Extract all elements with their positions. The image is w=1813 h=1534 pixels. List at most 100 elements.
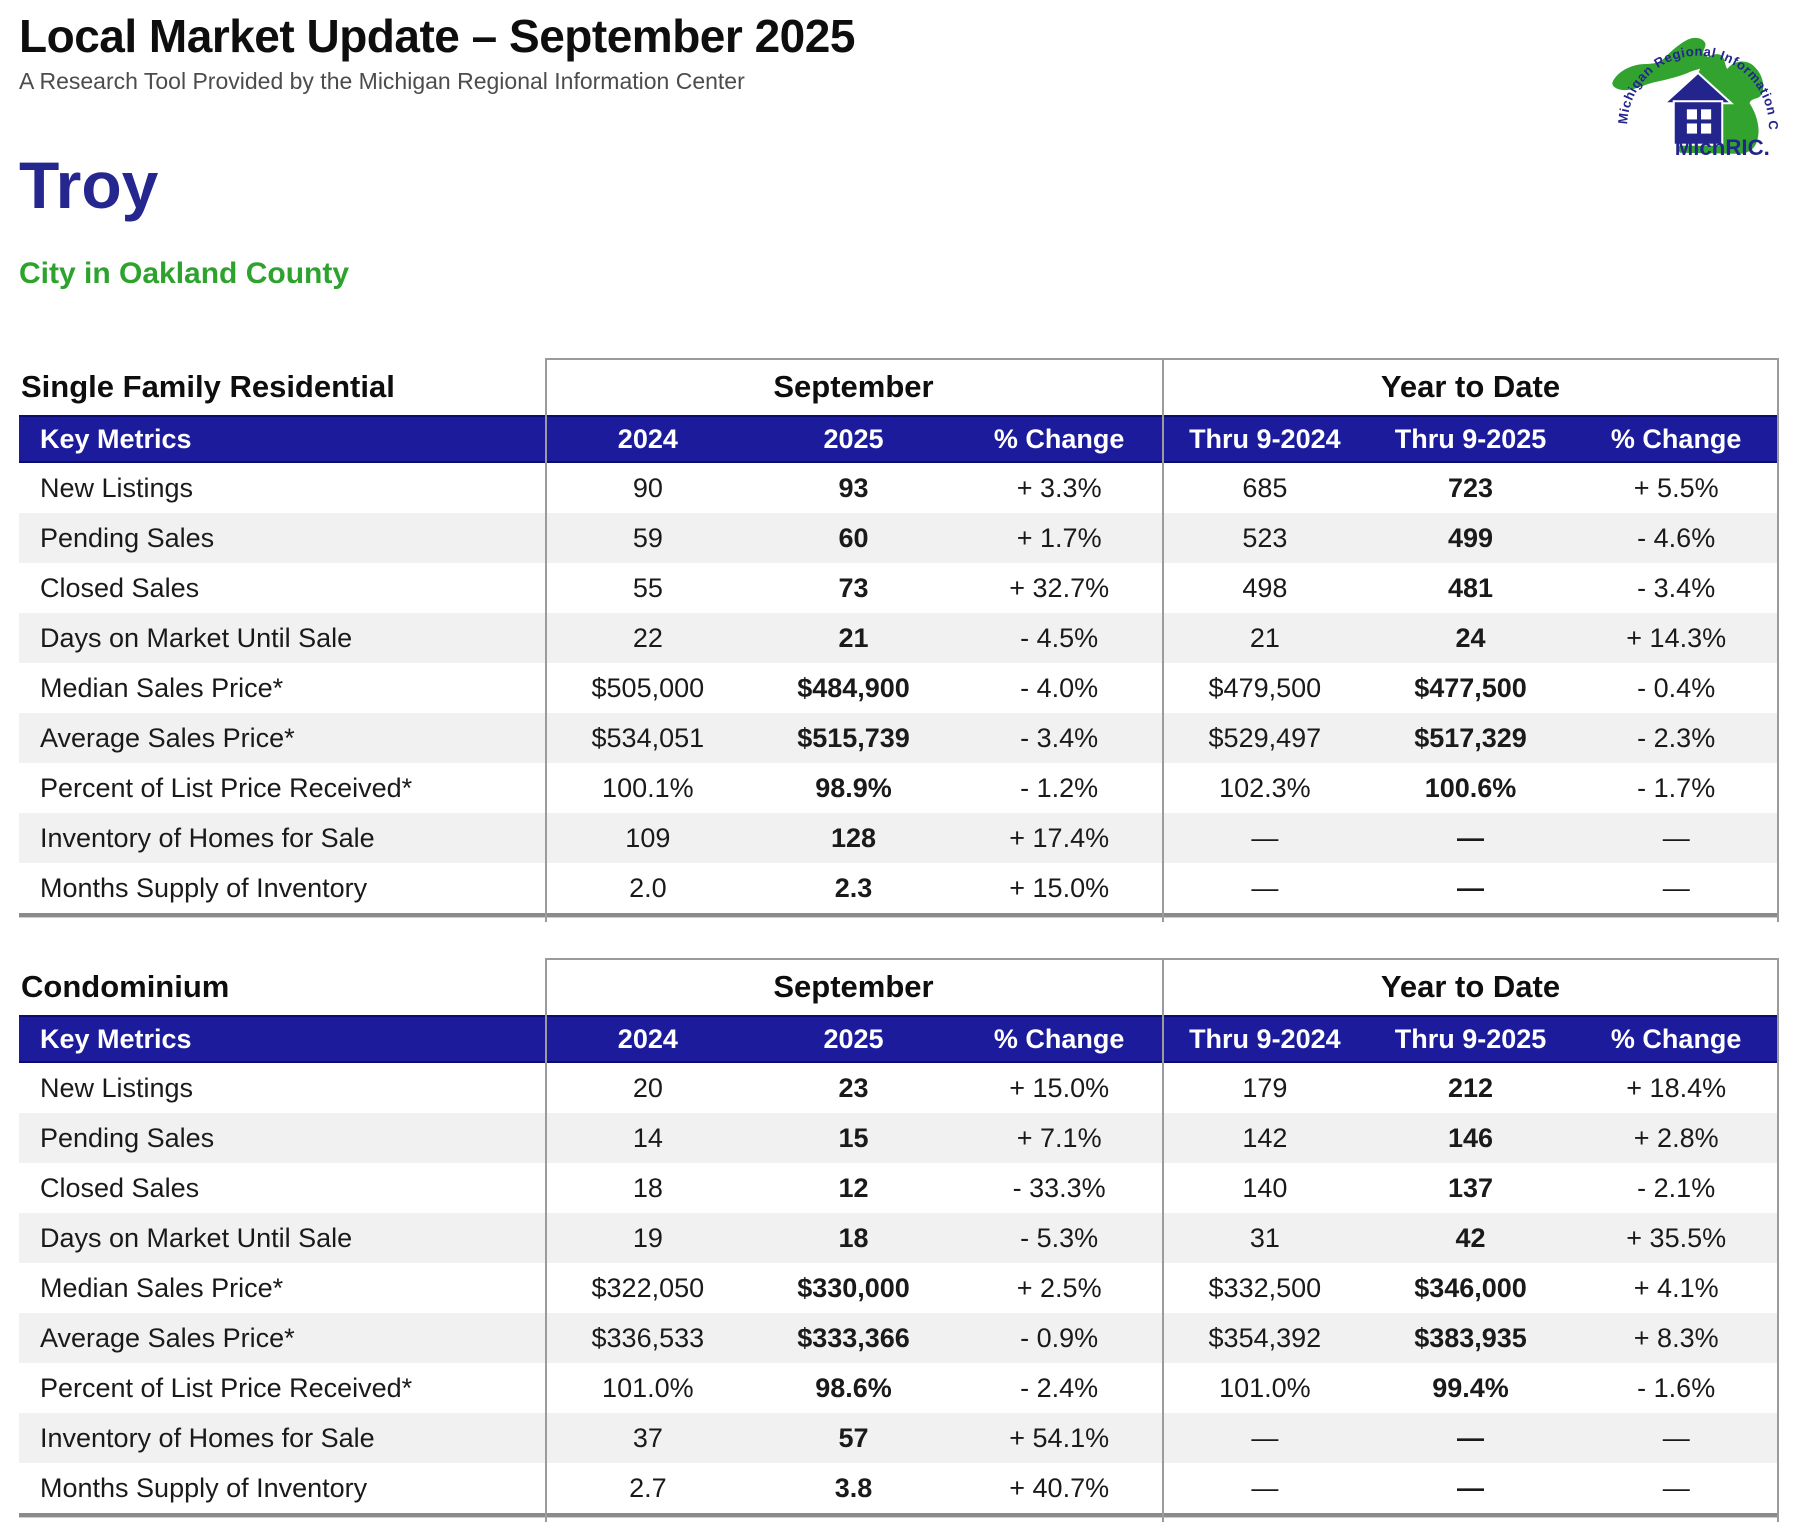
table-row: Median Sales Price* $322,050 $330,000 + … (19, 1263, 1779, 1313)
value-sep-2024: $336,533 (591, 1322, 705, 1353)
metric-label: Pending Sales (40, 522, 215, 553)
value-sep-change: - 3.4% (1020, 722, 1099, 753)
value-sep-change: + 15.0% (1009, 872, 1110, 903)
value-ytd-2024: — (1251, 872, 1279, 903)
value-sep-2024: 2.0 (629, 872, 667, 903)
metric-label: New Listings (40, 472, 194, 503)
value-sep-2024: $505,000 (591, 672, 705, 703)
table-row: Median Sales Price* $505,000 $484,900 - … (19, 663, 1779, 713)
table-row: Inventory of Homes for Sale 109 128 + 17… (19, 813, 1779, 863)
value-ytd-2024: — (1251, 822, 1279, 853)
table-row: Average Sales Price* $336,533 $333,366 -… (19, 1313, 1779, 1363)
table-row: Percent of List Price Received* 100.1% 9… (19, 763, 1779, 813)
table-row: Days on Market Until Sale 22 21 - 4.5% 2… (19, 613, 1779, 663)
table-divider (1162, 958, 1164, 1522)
table-divider (545, 358, 547, 922)
metric-label: Months Supply of Inventory (40, 872, 368, 903)
metric-label: Median Sales Price* (40, 1272, 284, 1303)
value-ytd-change: + 35.5% (1626, 1222, 1727, 1253)
value-ytd-2025: 42 (1455, 1222, 1486, 1253)
group-september: September (773, 368, 934, 404)
value-sep-change: + 17.4% (1009, 822, 1110, 853)
value-sep-change: - 4.0% (1020, 672, 1099, 703)
value-sep-change: + 7.1% (1016, 1122, 1102, 1153)
value-ytd-change: — (1662, 1472, 1690, 1503)
value-sep-2025: 93 (838, 472, 869, 503)
group-year-to-date: Year to Date (1380, 968, 1561, 1004)
michigan-upper-peninsula-shape (1612, 37, 1711, 91)
value-sep-2024: 2.7 (629, 1472, 667, 1503)
value-ytd-2024: 31 (1249, 1222, 1280, 1253)
value-sep-2025: 3.8 (834, 1472, 873, 1503)
group-header-row: Single Family Residential September Year… (19, 358, 1779, 415)
value-ytd-change: - 2.3% (1637, 722, 1716, 753)
value-ytd-2025: — (1457, 1472, 1485, 1503)
value-sep-2024: $322,050 (591, 1272, 705, 1303)
logo-brand-text: MichRIC. (1675, 135, 1770, 156)
table-row: Pending Sales 14 15 + 7.1% 142 146 + 2.8… (19, 1113, 1779, 1163)
metric-label: Median Sales Price* (40, 672, 284, 703)
report-header: Local Market Update – September 2025 A R… (19, 12, 855, 95)
location-name: Troy (19, 148, 159, 222)
metric-label: Closed Sales (40, 572, 200, 603)
table-divider (1162, 358, 1164, 922)
michric-logo: Michigan Regional Information Center Mic… (1607, 4, 1780, 156)
key-metrics-header: Key Metrics (40, 1023, 192, 1054)
metric-label: Inventory of Homes for Sale (40, 1422, 375, 1453)
value-sep-2024: 55 (632, 572, 663, 603)
value-ytd-2024: 179 (1242, 1072, 1288, 1103)
value-ytd-2025: 137 (1447, 1172, 1494, 1203)
value-ytd-2025: 212 (1447, 1072, 1494, 1103)
value-sep-2024: 59 (632, 522, 663, 553)
value-ytd-change: + 5.5% (1633, 472, 1719, 503)
value-ytd-2025: $346,000 (1414, 1272, 1527, 1303)
value-ytd-change: + 8.3% (1633, 1322, 1719, 1353)
group-header-row: Condominium September Year to Date (19, 958, 1779, 1015)
table-row: Closed Sales 55 73 + 32.7% 498 481 - 3.4… (19, 563, 1779, 613)
value-ytd-2025: — (1457, 1422, 1485, 1453)
metric-label: Average Sales Price* (40, 1322, 295, 1353)
value-sep-change: + 1.7% (1016, 522, 1102, 553)
value-sep-change: - 2.4% (1020, 1372, 1099, 1403)
column-header-ytd-change: % Change (1610, 423, 1742, 454)
value-sep-change: + 3.3% (1016, 472, 1102, 503)
column-header-sep-change: % Change (993, 423, 1125, 454)
value-ytd-2025: 481 (1447, 572, 1494, 603)
table-divider (1777, 358, 1779, 922)
value-sep-2025: $333,366 (797, 1322, 910, 1353)
house-icon (1662, 71, 1734, 146)
metric-label: Inventory of Homes for Sale (40, 822, 375, 853)
value-ytd-2024: — (1251, 1472, 1279, 1503)
value-ytd-2025: $383,935 (1414, 1322, 1527, 1353)
table-row: Inventory of Homes for Sale 37 57 + 54.1… (19, 1413, 1779, 1463)
column-header-sep-2024: 2024 (617, 423, 678, 454)
column-header-ytd-2024: Thru 9-2024 (1189, 1023, 1341, 1054)
single-family-table: Single Family Residential September Year… (19, 358, 1779, 922)
value-ytd-change: + 14.3% (1626, 622, 1727, 653)
metric-label: New Listings (40, 1072, 194, 1103)
value-sep-change: + 40.7% (1009, 1472, 1110, 1503)
value-ytd-2025: 723 (1447, 472, 1494, 503)
value-sep-change: - 4.5% (1020, 622, 1099, 653)
metric-label: Days on Market Until Sale (40, 1222, 353, 1253)
table-divider (545, 958, 547, 1522)
value-sep-2025: 23 (838, 1072, 869, 1103)
column-header-sep-2024: 2024 (617, 1023, 678, 1054)
location-subtitle: City in Oakland County (19, 257, 350, 290)
value-sep-2025: $484,900 (797, 672, 910, 703)
metric-label: Days on Market Until Sale (40, 622, 353, 653)
value-sep-2025: $330,000 (797, 1272, 910, 1303)
value-sep-change: - 5.3% (1020, 1222, 1099, 1253)
value-sep-change: + 32.7% (1009, 572, 1110, 603)
column-header-ytd-2025: Thru 9-2025 (1394, 1023, 1547, 1054)
table-row: Closed Sales 18 12 - 33.3% 140 137 - 2.1… (19, 1163, 1779, 1213)
value-sep-2024: 18 (632, 1172, 663, 1203)
column-header-row: Key Metrics 2024 2025 % Change Thru 9-20… (19, 1015, 1779, 1063)
value-sep-2025: 21 (838, 622, 869, 653)
location-block: Troy City in Oakland County (19, 152, 349, 290)
value-ytd-2025: $517,329 (1414, 722, 1527, 753)
value-ytd-2025: — (1457, 822, 1485, 853)
value-sep-2025: 57 (838, 1422, 869, 1453)
value-sep-change: + 54.1% (1009, 1422, 1110, 1453)
value-ytd-change: - 2.1% (1637, 1172, 1716, 1203)
